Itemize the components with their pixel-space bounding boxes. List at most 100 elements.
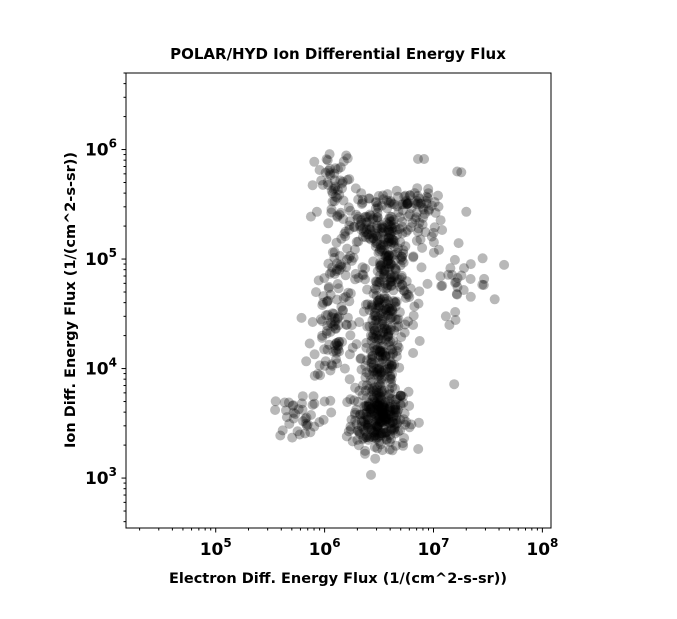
data-point <box>389 423 400 434</box>
data-point <box>327 360 338 371</box>
x-tick-label: 107 <box>417 536 449 560</box>
data-point <box>366 419 377 429</box>
data-point <box>377 317 388 328</box>
data-point <box>372 421 382 432</box>
data-point <box>326 407 337 418</box>
data-point <box>465 274 476 284</box>
data-point <box>411 207 422 218</box>
data-point <box>358 424 369 435</box>
data-point <box>341 319 352 330</box>
data-point <box>385 372 396 383</box>
data-point <box>309 156 320 167</box>
data-point <box>371 230 382 241</box>
data-point <box>379 269 390 280</box>
data-point <box>373 295 384 306</box>
data-point <box>405 283 416 294</box>
data-point <box>421 191 432 202</box>
data-point <box>363 419 374 430</box>
data-point <box>362 321 373 332</box>
data-point <box>386 374 397 385</box>
data-point <box>330 316 341 327</box>
data-point <box>380 334 391 345</box>
data-point <box>359 409 370 420</box>
data-point <box>370 333 381 344</box>
data-point <box>371 236 382 247</box>
data-point <box>372 231 383 242</box>
data-point <box>381 415 392 426</box>
data-point <box>399 327 410 338</box>
data-point <box>389 270 400 281</box>
data-point <box>370 419 381 430</box>
data-point <box>411 235 422 246</box>
data-point <box>393 342 404 353</box>
data-point <box>334 251 345 261</box>
data-point <box>387 199 398 209</box>
data-point <box>399 433 410 443</box>
data-point <box>319 360 330 371</box>
data-point <box>390 314 401 325</box>
data-point <box>353 273 364 283</box>
data-point <box>429 197 440 208</box>
data-point <box>380 234 391 245</box>
data-point <box>450 315 461 325</box>
data-point <box>395 282 406 292</box>
data-point <box>345 330 356 341</box>
data-point <box>394 224 405 234</box>
data-point <box>368 342 379 352</box>
data-point <box>422 278 433 289</box>
data-point <box>365 346 376 357</box>
data-point <box>384 363 395 374</box>
data-point <box>386 216 397 227</box>
data-point <box>368 362 379 373</box>
data-point <box>352 425 363 436</box>
data-point <box>384 225 394 236</box>
data-point <box>385 370 396 381</box>
data-point <box>378 399 389 410</box>
data-point <box>423 205 434 216</box>
data-point <box>326 204 337 215</box>
data-point <box>373 277 384 288</box>
data-point <box>392 340 403 351</box>
data-point <box>329 313 340 323</box>
data-point <box>366 404 377 414</box>
data-point <box>385 196 396 206</box>
data-point <box>376 394 387 405</box>
data-point <box>479 273 490 284</box>
data-point <box>354 429 365 439</box>
data-point <box>372 382 383 392</box>
data-point <box>388 226 398 237</box>
data-point <box>364 193 374 204</box>
data-point <box>381 434 392 445</box>
data-point <box>379 427 390 438</box>
data-point <box>412 183 423 194</box>
data-point <box>313 275 324 286</box>
data-point <box>362 401 372 412</box>
data-point <box>372 443 383 454</box>
data-point <box>383 263 394 274</box>
data-point <box>412 199 423 210</box>
data-point <box>363 401 374 412</box>
data-point <box>375 394 386 405</box>
data-point <box>379 385 390 396</box>
data-point <box>373 295 384 306</box>
data-point <box>419 154 430 164</box>
data-point <box>400 292 411 303</box>
data-point <box>370 197 381 208</box>
data-point <box>356 188 367 199</box>
data-point <box>348 221 359 232</box>
data-point <box>387 382 398 392</box>
data-point <box>445 263 456 274</box>
data-point <box>377 323 388 334</box>
y-tick-label: 103 <box>85 465 117 489</box>
data-point <box>382 247 393 257</box>
data-point <box>389 359 400 370</box>
data-point <box>301 356 312 367</box>
data-point <box>284 418 295 429</box>
data-point <box>383 233 394 243</box>
data-point <box>372 369 383 380</box>
data-point <box>379 237 390 248</box>
data-point <box>376 346 387 356</box>
data-point <box>355 353 366 364</box>
data-point <box>366 299 377 310</box>
data-point <box>366 357 377 368</box>
